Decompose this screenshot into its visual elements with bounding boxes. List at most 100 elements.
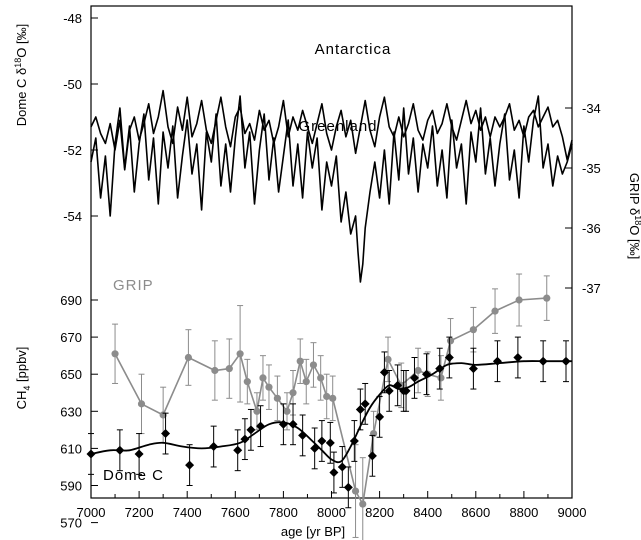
right-tick-label: -37 [582, 281, 601, 296]
x-tick-label: 8000 [317, 505, 346, 520]
right-axis: -34 -35 -36 -37 [565, 101, 601, 296]
series-layer [86, 89, 573, 540]
left-top-title-part-2: δ [14, 68, 29, 75]
data-point [111, 350, 119, 358]
left-top-tick-label: -54 [63, 209, 82, 224]
data-point [513, 353, 523, 363]
data-point [414, 366, 422, 375]
left-top-tick-label: -48 [63, 11, 82, 26]
data-point [317, 374, 325, 382]
data-point [379, 367, 389, 377]
left-top-title-part-4: O [‰] [14, 24, 29, 58]
data-point [469, 326, 477, 334]
data-point [367, 451, 377, 461]
data-point [184, 353, 193, 362]
data-point [283, 407, 291, 415]
data-point [317, 436, 327, 446]
right-tick-label: -34 [582, 101, 601, 116]
data-point [302, 378, 310, 386]
data-point [253, 407, 261, 415]
x-tick-label: 8200 [365, 505, 394, 520]
series-dome-c [86, 336, 571, 509]
data-point [543, 294, 551, 302]
data-point [444, 353, 454, 363]
left-bottom-tick-label: 570 [60, 516, 82, 531]
data-point [161, 429, 171, 439]
data-point [211, 366, 219, 375]
data-point [468, 364, 478, 374]
right-axis-title: GRIP δ18O [‰] [627, 173, 641, 259]
data-point [273, 394, 281, 402]
data-point [384, 355, 392, 363]
x-tick-label: 7400 [173, 505, 202, 520]
data-point [243, 378, 251, 386]
data-point [225, 365, 233, 373]
x-tick-label: 8800 [509, 505, 538, 520]
series-label-grip: GRIP [113, 277, 154, 294]
left-bottom-tick-label: 610 [60, 441, 82, 456]
data-point [360, 399, 370, 409]
series-label-dome-c: Dome C [103, 467, 164, 484]
data-point [246, 425, 256, 435]
data-point [359, 500, 367, 508]
x-tick-label: 8400 [413, 505, 442, 520]
data-point [185, 460, 195, 470]
data-point [384, 386, 394, 396]
x-tick-label: 7200 [125, 505, 154, 520]
data-point [259, 374, 267, 382]
data-point [265, 383, 273, 391]
left-bottom-tick-label: 590 [60, 479, 82, 494]
left-top-title-part-3: 18 [13, 58, 23, 68]
right-title-part-1: GRIP [627, 173, 641, 208]
left-top-title-part-1: Dome C [14, 75, 29, 126]
left-bottom-title-part-2: 4 [22, 386, 32, 391]
right-tick-label: -36 [582, 221, 601, 236]
right-title-part-3: 18 [633, 215, 641, 225]
left-top-tick-label: -52 [63, 143, 82, 158]
data-point [446, 337, 455, 345]
data-point [329, 394, 337, 402]
data-point [515, 296, 523, 304]
data-point [351, 487, 360, 495]
left-bottom-axis-title: CH4 [ppbv] [14, 347, 32, 410]
data-point [296, 357, 304, 365]
x-tick-label: 9000 [558, 505, 587, 520]
right-title-part-4: O [‰] [627, 225, 641, 259]
data-point [236, 350, 244, 358]
data-point [233, 445, 243, 455]
data-point [323, 392, 331, 401]
left-top-tick-label: -50 [63, 77, 82, 92]
data-point [369, 429, 378, 438]
data-point [491, 307, 499, 315]
series-spline-dome-c [90, 360, 572, 464]
data-point [409, 373, 419, 383]
data-point [375, 412, 385, 422]
left-top-axis: -48 -50 -52 -54 [63, 11, 98, 224]
data-point [309, 361, 318, 369]
data-point [337, 462, 347, 472]
series-label-antarctica: Antarctica [315, 41, 392, 58]
data-point [289, 389, 297, 397]
data-point [329, 468, 339, 478]
data-point [437, 374, 445, 382]
x-tick-label: 7600 [221, 505, 250, 520]
x-axis: 7000 7200 7400 7600 7800 8000 8200 8400 8600 8800… [77, 491, 587, 520]
x-tick-label: 7800 [269, 505, 298, 520]
series-grip [111, 273, 551, 540]
x-tick-label: 8600 [461, 505, 490, 520]
data-point [343, 482, 353, 492]
data-point [137, 400, 146, 408]
x-axis-title: age [yr BP] [281, 524, 345, 539]
series-line-greenland [90, 95, 573, 283]
right-tick-label: -35 [582, 161, 601, 176]
left-bottom-tick-label: 650 [60, 367, 82, 382]
left-bottom-tick-label: 670 [60, 330, 82, 345]
left-top-axis-title: Dome C δ18O [‰] [13, 24, 29, 127]
left-bottom-tick-label: 690 [60, 293, 82, 308]
data-point [325, 438, 335, 448]
left-bottom-title-part-1: CH [14, 391, 29, 410]
data-point [355, 404, 365, 414]
left-bottom-tick-label: 630 [60, 404, 82, 419]
left-bottom-title-part-3: [ppbv] [14, 347, 29, 386]
